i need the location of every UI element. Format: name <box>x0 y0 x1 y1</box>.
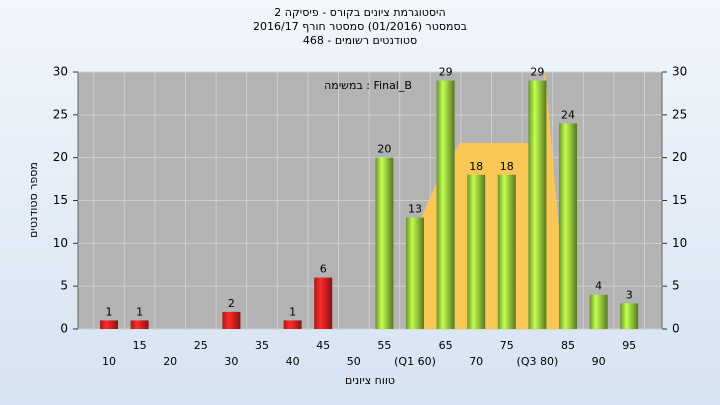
data-label: 18 <box>500 160 514 173</box>
x-tick-label: 90 <box>592 355 606 368</box>
data-label: 6 <box>320 263 327 276</box>
bar <box>283 320 302 329</box>
x-tick-label: (Q3 80) <box>517 355 559 368</box>
bar <box>559 123 577 330</box>
data-label: 29 <box>439 66 453 79</box>
data-label: 4 <box>595 280 602 293</box>
y2-tick-label: 0 <box>672 322 680 336</box>
x-tick-label: 95 <box>622 339 636 352</box>
data-label: 20 <box>377 143 391 156</box>
y-tick-label: 5 <box>60 279 68 293</box>
x-tick-label: 20 <box>163 355 177 368</box>
y2-tick-label: 25 <box>672 107 687 121</box>
data-label: 13 <box>408 203 422 216</box>
y-tick-label: 15 <box>53 193 68 207</box>
y-tick-label: 30 <box>53 65 68 79</box>
y-tick-label: 25 <box>53 107 68 121</box>
chart-title: היסטוגרמת ציונים בקורס - פיסיקה 2 <box>274 6 445 19</box>
x-tick-label: 15 <box>133 339 147 352</box>
x-tick-label: 50 <box>347 355 361 368</box>
x-tick-label: 10 <box>102 355 116 368</box>
data-label: 1 <box>136 305 143 318</box>
bar <box>100 320 118 329</box>
x-axis-label: טווח ציונים <box>345 374 395 387</box>
bar <box>467 174 486 329</box>
bar <box>436 80 455 329</box>
x-tick-label: 55 <box>377 339 391 352</box>
y-tick-label: 0 <box>60 322 68 336</box>
bar <box>406 217 424 329</box>
bar <box>620 303 639 329</box>
bar <box>497 174 516 329</box>
x-tick-label: 85 <box>561 339 575 352</box>
y2-tick-label: 5 <box>672 279 680 293</box>
x-tick-label: 65 <box>439 339 453 352</box>
data-label: 1 <box>289 305 296 318</box>
y2-tick-label: 20 <box>672 150 687 164</box>
x-tick-label: 70 <box>469 355 483 368</box>
x-tick-label: 45 <box>316 339 330 352</box>
x-tick-label: 25 <box>194 339 208 352</box>
bar <box>375 157 394 329</box>
chart-subtitle: בסמסטר (01/2016) סמסטר חורף 2016/17 <box>253 20 467 33</box>
bar <box>222 311 241 329</box>
data-label: 24 <box>561 108 575 121</box>
bar <box>528 80 547 329</box>
data-label: 18 <box>469 160 483 173</box>
x-tick-label: 30 <box>224 355 238 368</box>
x-tick-label: 35 <box>255 339 269 352</box>
data-label: 29 <box>530 66 544 79</box>
data-label: 3 <box>626 288 633 301</box>
x-tick-label: 75 <box>500 339 514 352</box>
x-tick-label: 40 <box>286 355 300 368</box>
bar <box>589 294 608 329</box>
x-tick-label: (Q1 60) <box>394 355 436 368</box>
y2-tick-label: 10 <box>672 236 687 250</box>
y-axis-label: מספר סטודנטים <box>27 162 40 238</box>
chart-subtitle: סטודנטים רשומים - 468 <box>303 34 417 47</box>
bar <box>130 320 149 329</box>
y-tick-label: 10 <box>53 236 68 250</box>
y-tick-label: 20 <box>53 150 68 164</box>
bar <box>314 277 333 329</box>
data-label: 2 <box>228 297 235 310</box>
y2-tick-label: 15 <box>672 193 687 207</box>
data-label: 1 <box>106 305 113 318</box>
annotation: במשימה : Final_B <box>324 79 412 92</box>
y2-tick-label: 30 <box>672 65 687 79</box>
